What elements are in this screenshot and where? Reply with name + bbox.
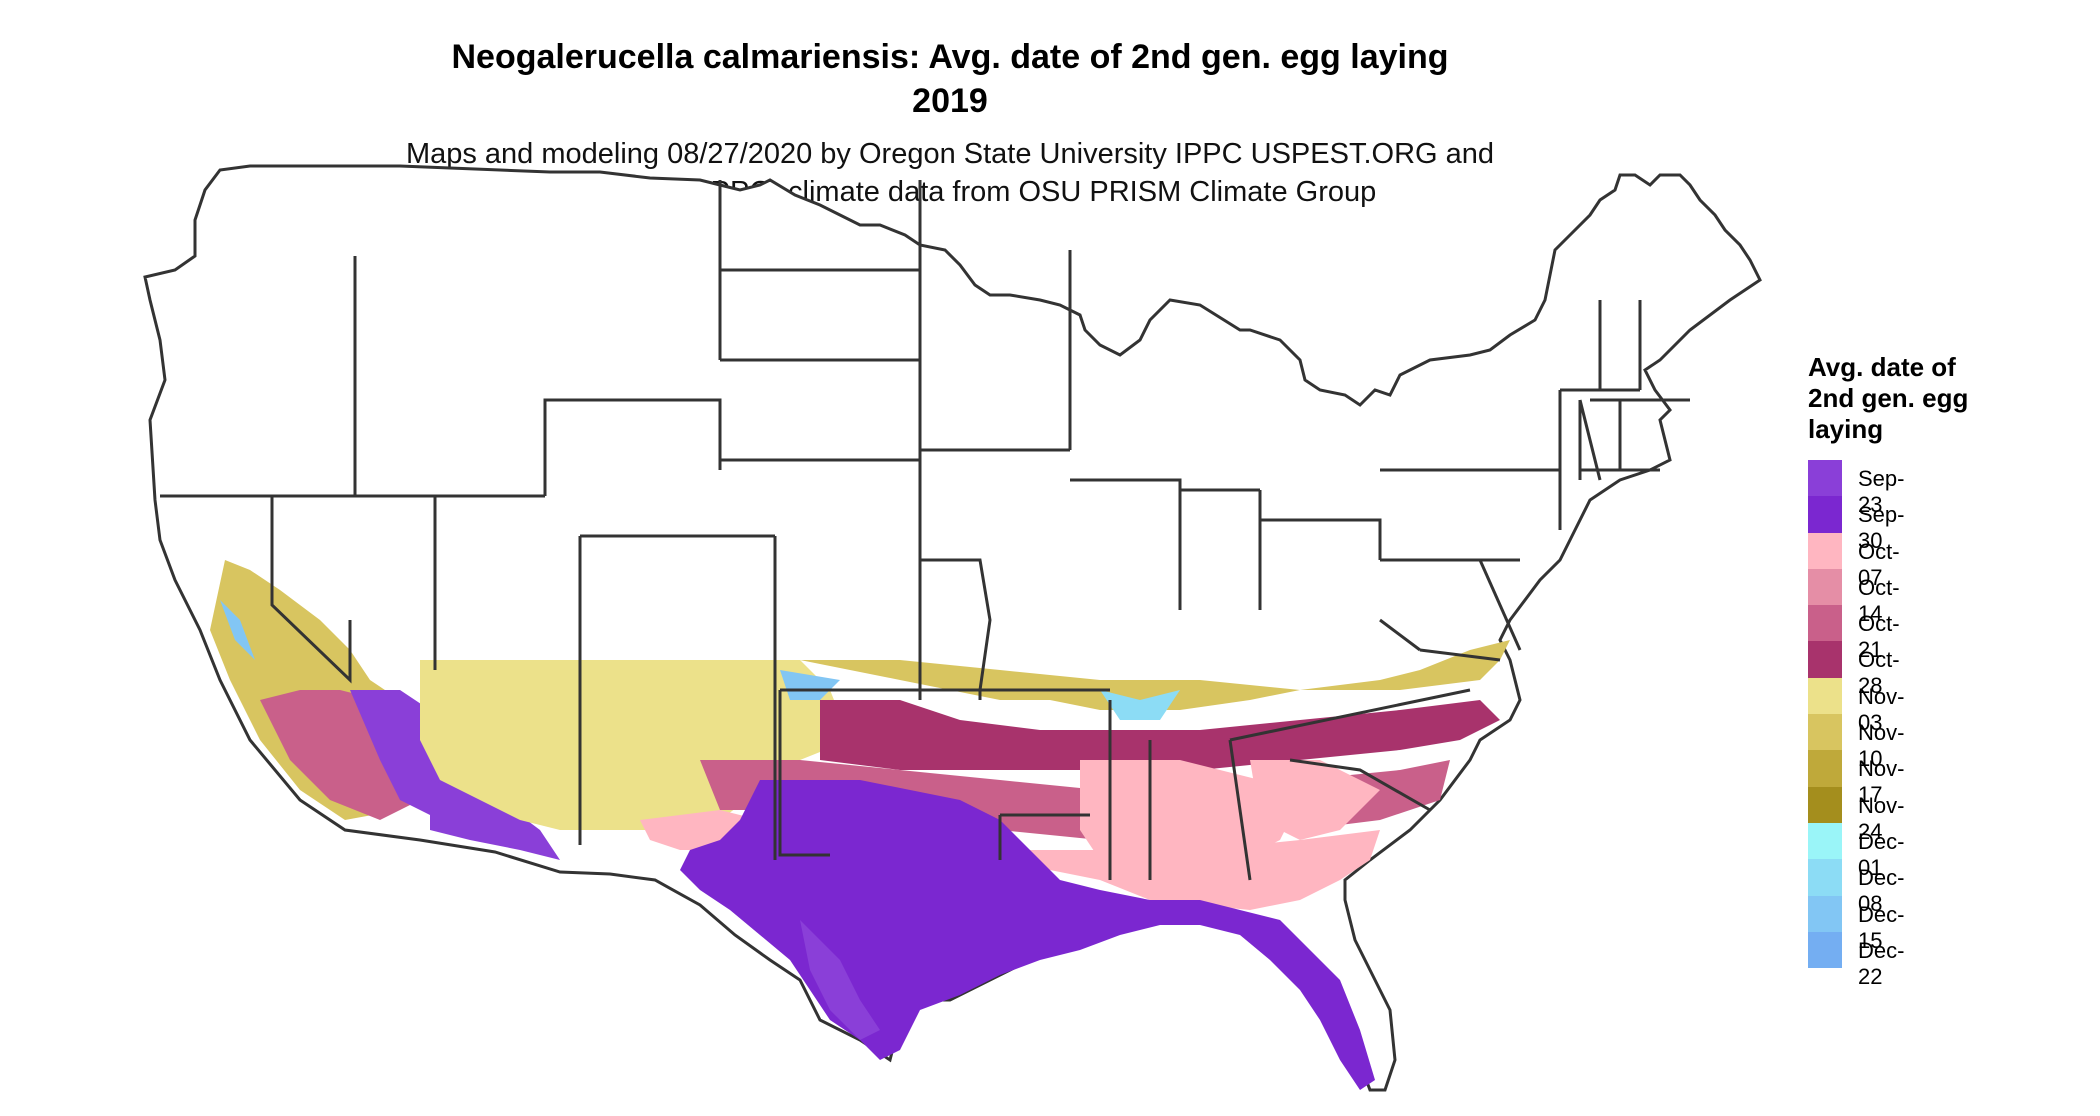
legend-label: Oct-07 [1858, 538, 1900, 590]
legend-label: Sep-23 [1858, 466, 1905, 517]
legend-label: Nov-03 [1858, 683, 1905, 735]
legend-swatch [1808, 677, 1842, 715]
map-credit-line-1: Maps and modeling 08/27/2020 by Oregon S… [405, 138, 1495, 170]
legend-label: Dec-15 [1858, 901, 1905, 953]
map-year: 2019 [912, 82, 988, 120]
phenology-raster [210, 560, 1510, 1090]
legend-label: Sep-30 [1858, 502, 1905, 554]
legend-title-line-1: Avg. date of [1808, 352, 1956, 382]
legend-label: Dec-08 [1858, 865, 1905, 917]
legend-swatch [1808, 605, 1842, 642]
legend-swatch [1808, 895, 1842, 932]
legend-label: Oct-28 [1858, 647, 1900, 699]
legend-label: Nov-17 [1858, 756, 1905, 808]
legend-swatch [1808, 496, 1842, 533]
legend-swatch [1808, 460, 1842, 497]
legend-swatch [1808, 568, 1842, 606]
legend-swatch [1808, 822, 1842, 860]
legend-swatch [1808, 641, 1842, 678]
legend-label: Dec-22 [1858, 937, 1905, 989]
legend-label: Nov-10 [1858, 720, 1905, 772]
map-title: Neogalerucella calmariensis: Avg. date o… [451, 38, 1449, 76]
legend-label: Oct-14 [1858, 574, 1900, 626]
legend-title-line-3: laying [1808, 414, 1884, 444]
legend-label: Nov-24 [1858, 792, 1905, 844]
legend-swatch [1808, 931, 1842, 969]
legend-swatch [1808, 786, 1842, 823]
legend-swatch [1808, 859, 1842, 896]
state-borders [160, 180, 1690, 881]
legend-swatch [1808, 750, 1842, 787]
legend-swatch [1808, 714, 1842, 751]
legend-label: Oct-21 [1858, 611, 1900, 663]
legend-swatch [1808, 532, 1842, 569]
legend-title-line-2: 2nd gen. egg [1808, 383, 1969, 413]
legend-label: Dec-01 [1858, 828, 1905, 880]
